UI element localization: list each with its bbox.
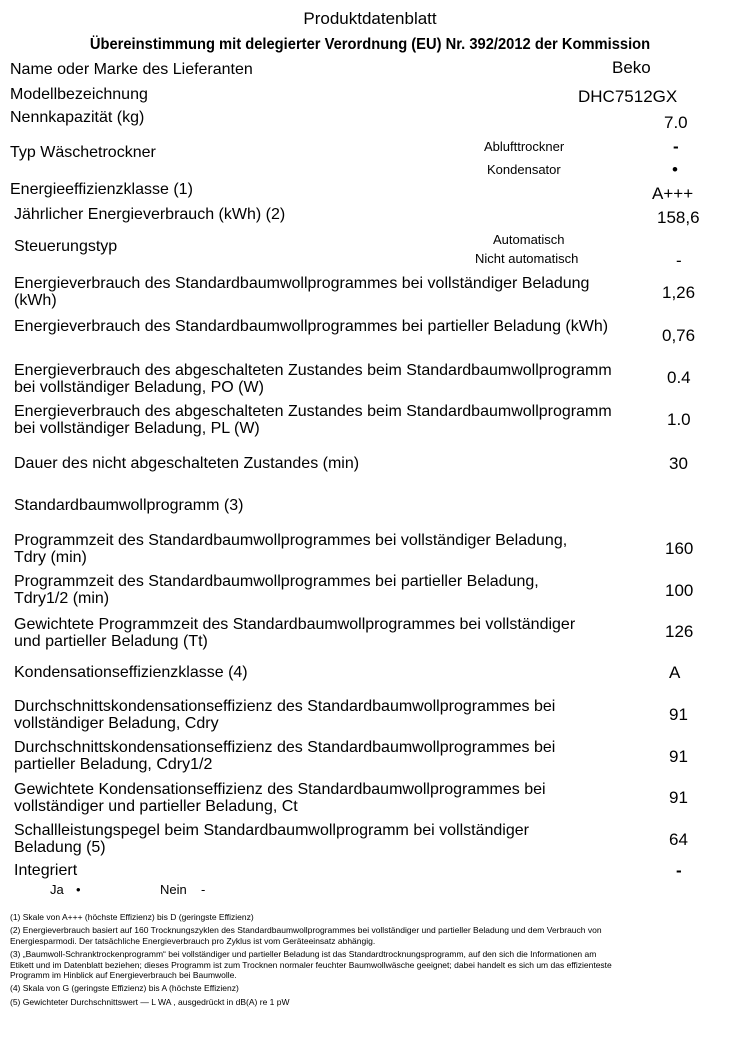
type-option-condenser: Kondensator [487,162,561,177]
po-label: Energieverbrauch des abgeschalteten Zust… [14,362,612,396]
cdry12-value: 91 [669,747,688,766]
cclass-label: Kondensationseffizienzklasse (4) [14,664,248,681]
tt-value: 126 [665,622,694,641]
control-option-auto: Automatisch [493,232,565,247]
page-subtitle: Übereinstimmung mit delegierter Verordnu… [89,36,651,53]
footnote-4: (4) Skala von G (geringste Effizienz) bi… [10,983,239,993]
integrated-no-label: Nein [160,882,187,897]
cdry12-label: Durchschnittskondensationseffizienz des … [14,739,556,773]
ct-value: 91 [669,788,688,807]
cclass-value: A [669,663,681,682]
supplier-label: Name oder Marke des Lieferanten [10,61,253,78]
integrated-label: Integriert [14,862,78,879]
tdry12-label: Programmzeit des Standardbaumwollprogram… [14,573,539,607]
control-manual-value: - [676,251,682,270]
model-value: DHC7512GX [578,87,678,106]
tdry-label: Programmzeit des Standardbaumwollprogram… [14,532,568,566]
footnote-5: (5) Gewichteter Durchschnittswert — L WA… [10,997,290,1007]
annual-value: 158,6 [657,208,700,227]
full-label: Energieverbrauch des Standardbaumwollpro… [14,275,590,309]
model-label: Modellbezeichnung [10,86,148,103]
footnote-2: (2) Energieverbrauch basiert auf 160 Tro… [10,925,602,946]
control-option-manual: Nicht automatisch [475,251,579,266]
cdry-label: Durchschnittskondensationseffizienz des … [14,698,556,732]
tdry12-value: 100 [665,581,694,600]
noise-label: Schallleistungspegel beim Standardbaumwo… [14,822,529,856]
type-exhaust-value: - [673,137,679,156]
integrated-yes-label: Ja [50,882,64,897]
noise-value: 64 [669,830,688,849]
capacity-label: Nennkapazität (kg) [10,109,145,126]
cdry-value: 91 [669,705,688,724]
control-label: Steuerungstyp [14,238,118,255]
integrated-no-mark: - [201,882,206,897]
full-value: 1,26 [662,283,696,302]
supplier-value: Beko [612,58,651,77]
integrated-value: - [676,861,682,880]
ct-label: Gewichtete Kondensationseffizienz des St… [14,781,546,815]
page-title: Produktdatenblatt [303,9,437,28]
tdry-value: 160 [665,539,694,558]
integrated-yes-mark: • [76,882,81,897]
annual-label: Jährlicher Energieverbrauch (kWh) (2) [14,206,286,223]
duration-value: 30 [669,454,688,473]
pl-label: Energieverbrauch des abgeschalteten Zust… [14,403,612,437]
capacity-value: 7.0 [664,113,688,132]
pl-value: 1.0 [667,410,691,429]
po-value: 0.4 [667,368,691,387]
tt-label: Gewichtete Programmzeit des Standardbaum… [14,616,576,650]
type-label: Typ Wäschetrockner [10,144,156,161]
type-option-exhaust: Ablufttrockner [484,139,565,154]
footnote-1: (1) Skale von A+++ (höchste Effizienz) b… [10,912,254,922]
footnote-3: (3) „Baumwoll-Schranktrockenprogramm“ be… [10,949,612,980]
partial-label: Energieverbrauch des Standardbaumwollpro… [14,318,609,335]
type-condenser-value: • [672,160,678,179]
eclass-label: Energieeffizienzklasse (1) [10,181,193,198]
std-program-label: Standardbaumwollprogramm (3) [14,497,244,514]
eclass-value: A+++ [652,184,694,203]
duration-label: Dauer des nicht abgeschalteten Zustandes… [14,455,360,472]
partial-value: 0,76 [662,326,696,345]
